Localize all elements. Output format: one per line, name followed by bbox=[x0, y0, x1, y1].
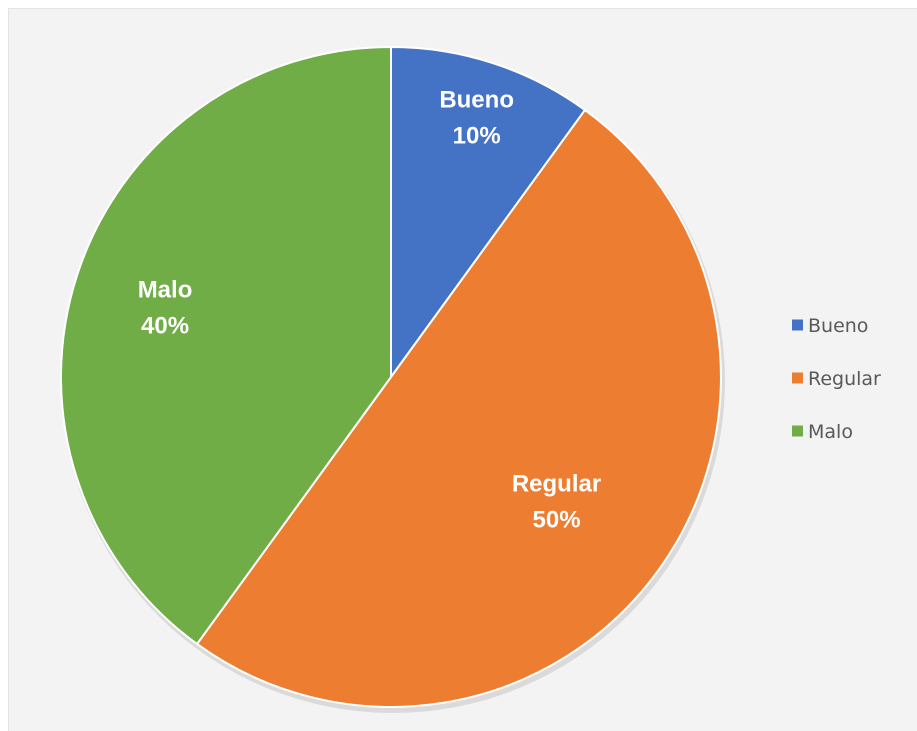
slice-label-category-bueno: Bueno bbox=[439, 86, 514, 113]
pie-slice-bueno bbox=[390, 45, 587, 381]
slice-label-category-malo: Malo bbox=[138, 277, 193, 304]
legend-label-bueno: Bueno bbox=[808, 315, 868, 337]
legend-label-regular: Regular bbox=[808, 368, 881, 390]
slice-label-value-malo: 40% bbox=[141, 313, 189, 340]
legend-swatch-bueno bbox=[792, 319, 803, 331]
legend-label-malo: Malo bbox=[808, 421, 853, 443]
slice-label-value-bueno: 10% bbox=[453, 122, 501, 149]
pie-slice-labels: Bueno 10% Regular 50% Malo 40% bbox=[138, 86, 602, 533]
slice-label-value-regular: 50% bbox=[533, 506, 581, 533]
pie-slice-malo bbox=[60, 45, 392, 646]
pie-slice-regular bbox=[195, 108, 722, 708]
slice-label-category-regular: Regular bbox=[512, 470, 601, 497]
legend-swatch-regular bbox=[792, 372, 803, 384]
pie-slices bbox=[60, 45, 725, 713]
legend: Bueno Regular Malo bbox=[792, 315, 881, 443]
legend-swatch-malo bbox=[792, 425, 803, 437]
